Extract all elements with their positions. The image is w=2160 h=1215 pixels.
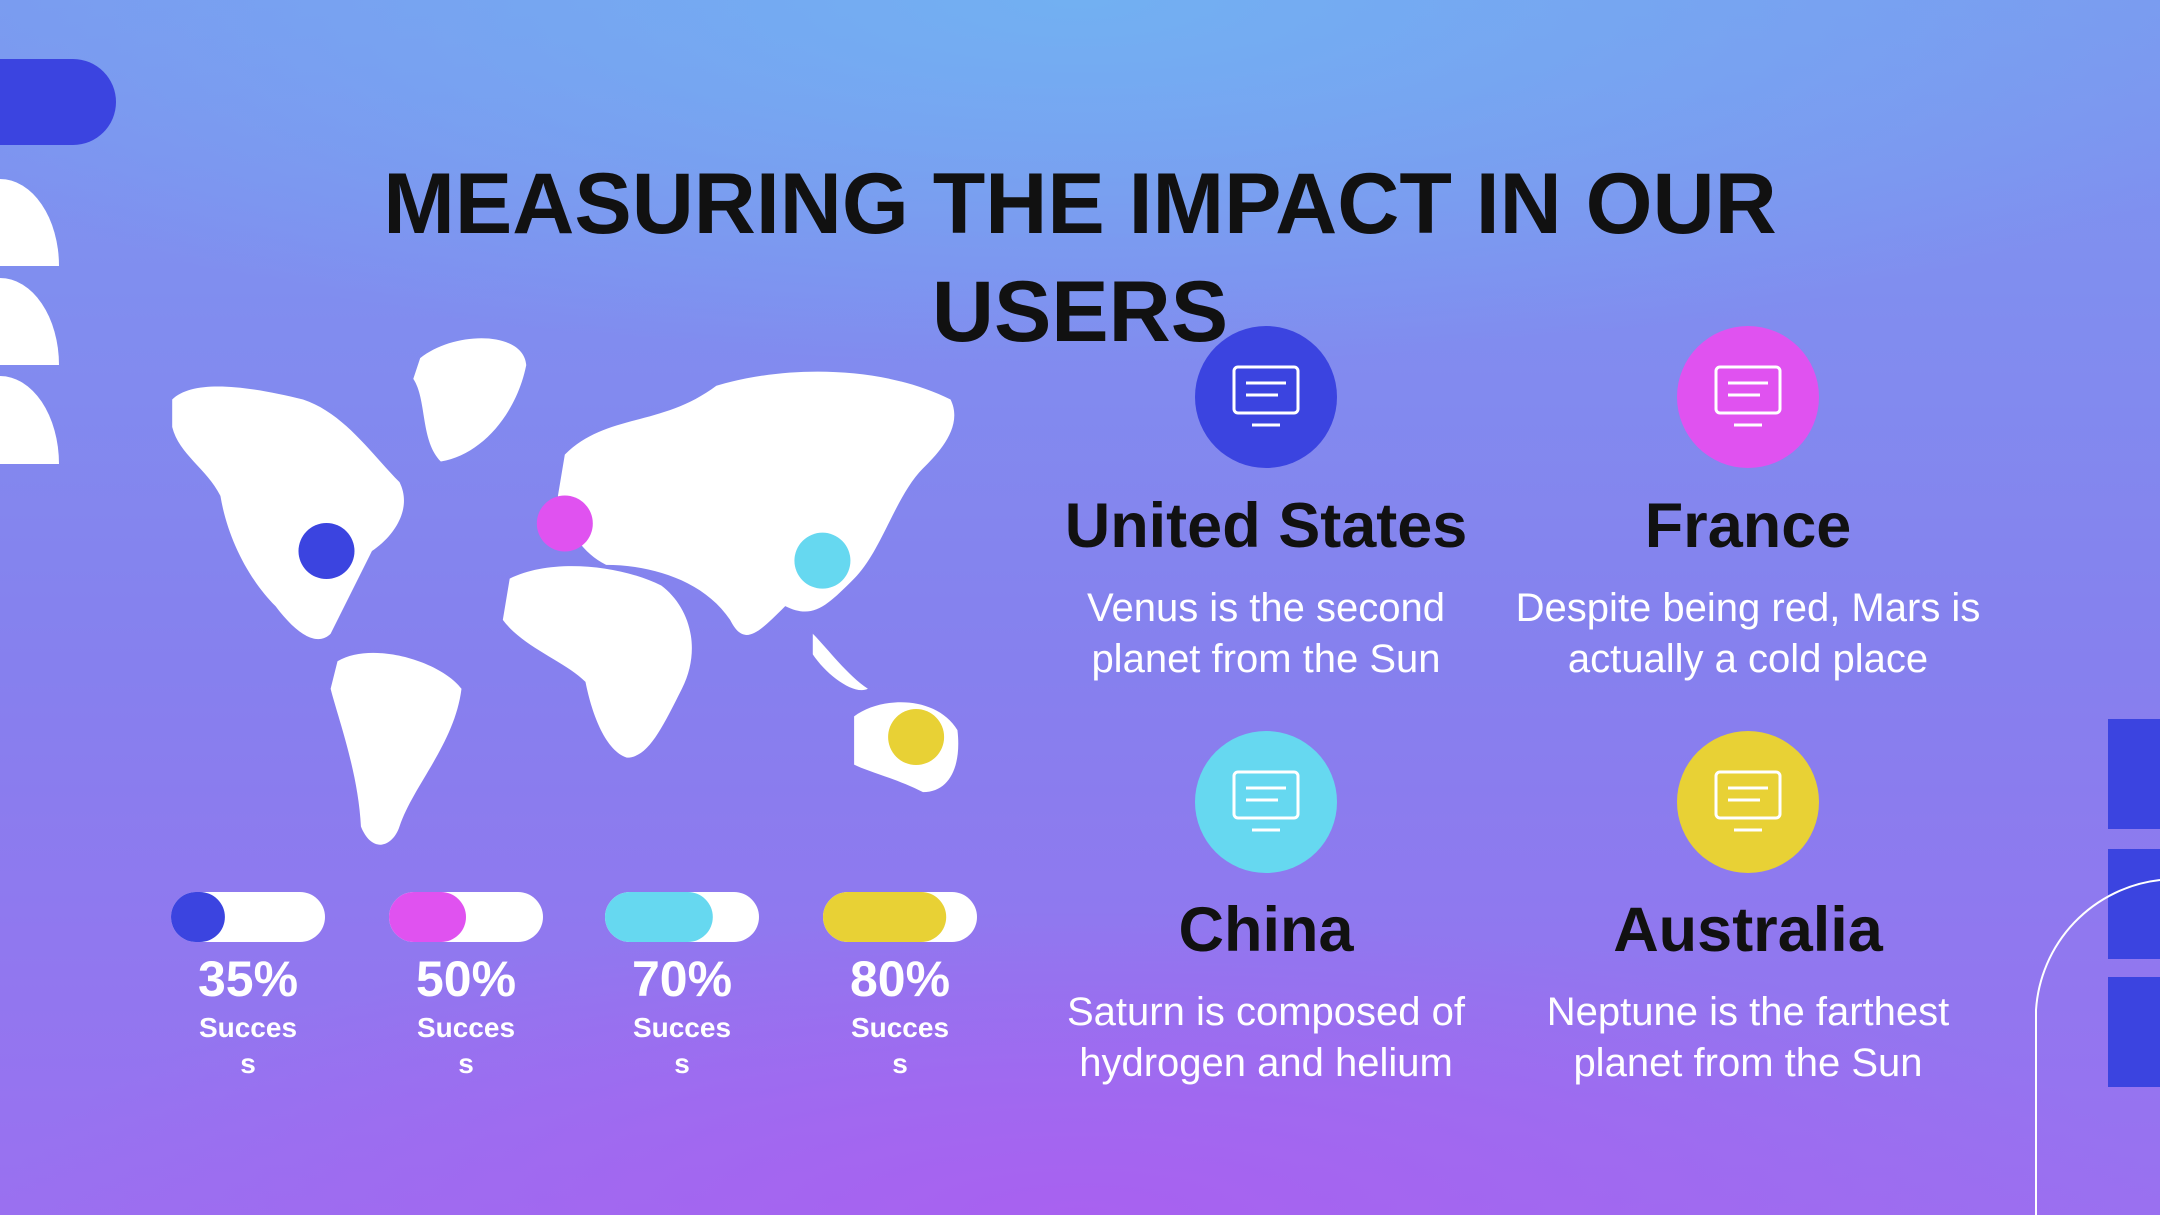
progress-caption: Success xyxy=(416,1012,516,1079)
card-text: Venus is the second planet from the Sun xyxy=(1086,586,1446,681)
world-map xyxy=(172,338,959,845)
progress-fill xyxy=(389,892,466,942)
icon xyxy=(1232,365,1300,427)
progress-label: 80% xyxy=(849,951,951,1007)
map-pin xyxy=(794,532,851,589)
progress-label: 35% xyxy=(197,951,299,1007)
icon-circle xyxy=(1195,731,1337,873)
card-name: Australia xyxy=(1613,895,1883,965)
arc xyxy=(2035,879,2160,1215)
card-text: Despite being red, Mars is actually a co… xyxy=(1515,586,1981,681)
shape xyxy=(0,376,59,464)
map-pin xyxy=(888,709,945,766)
icon-part xyxy=(1232,365,1300,415)
card-text: Neptune is the farthest planet from the … xyxy=(1546,990,1950,1085)
progress-caption: Success xyxy=(850,1012,950,1079)
progress-fill xyxy=(605,892,713,942)
card-name: France xyxy=(1644,491,1852,561)
icon-circle xyxy=(1195,326,1337,468)
block xyxy=(2108,977,2160,1087)
shape xyxy=(0,278,59,365)
progress-caption: Success xyxy=(632,1012,732,1079)
icon xyxy=(1714,365,1782,427)
icon-circle xyxy=(1677,731,1819,873)
pill xyxy=(0,59,116,145)
title: MEASURING THE IMPACT IN OUR USERS xyxy=(383,156,1777,360)
progress-caption: Success xyxy=(198,1012,298,1079)
progress-fill xyxy=(823,892,947,942)
progress-fill xyxy=(171,892,225,942)
card-name: United States xyxy=(1064,491,1468,561)
card-name: China xyxy=(1178,895,1354,965)
map-pin xyxy=(536,495,593,552)
progress-label: 50% xyxy=(415,951,517,1007)
shape xyxy=(0,179,59,266)
icon xyxy=(1232,770,1300,832)
map-pin xyxy=(298,523,355,580)
icon-part xyxy=(1714,770,1782,820)
icon-part xyxy=(1714,365,1782,415)
block xyxy=(2108,849,2160,959)
block xyxy=(2108,719,2160,829)
progress-label: 70% xyxy=(631,951,733,1007)
icon xyxy=(1714,770,1782,832)
icon-circle xyxy=(1677,326,1819,468)
card-text: Saturn is composed of hydrogen and heliu… xyxy=(1067,990,1465,1085)
icon-part xyxy=(1232,770,1300,820)
